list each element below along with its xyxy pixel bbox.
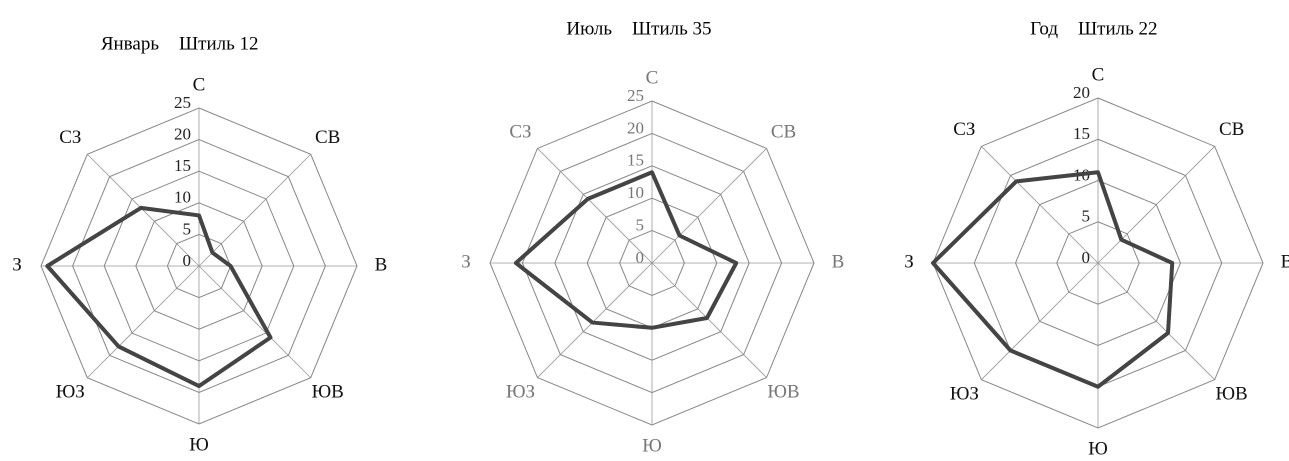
chart-title: Январь: [101, 33, 159, 54]
chart-subtitle: Штиль 35: [632, 18, 712, 39]
direction-label: ЮЗ: [506, 381, 535, 402]
direction-label: ЮЗ: [56, 382, 85, 403]
r-tick-label: 10: [174, 188, 191, 207]
r-tick-label: 0: [183, 251, 192, 270]
r-tick-label: 20: [174, 125, 191, 144]
r-tick-label: 0: [636, 248, 645, 267]
r-tick-label: 5: [1082, 207, 1091, 226]
direction-label: СЗ: [953, 119, 975, 140]
ring-grid: [40, 107, 358, 425]
chart-subtitle: Штиль 22: [1078, 18, 1158, 39]
chart-title: Июль: [566, 18, 612, 39]
direction-label: С: [193, 74, 206, 95]
direction-label: СВ: [771, 121, 796, 142]
r-tick-label: 15: [174, 156, 191, 175]
direction-label: С: [1092, 64, 1105, 85]
r-tick-label: 10: [627, 183, 644, 202]
direction-label: В: [832, 251, 845, 272]
wind-polygon: [45, 205, 273, 389]
direction-label: ЮВ: [312, 382, 344, 403]
ring-grid: [166, 233, 232, 299]
spoke: [651, 148, 767, 264]
direction-label: СЗ: [59, 127, 81, 148]
direction-label: СЗ: [509, 121, 531, 142]
ring-grid: [1014, 179, 1182, 347]
direction-label: З: [904, 251, 914, 272]
direction-label: З: [461, 251, 471, 272]
spoke: [198, 153, 312, 267]
wind-polygon: [513, 170, 739, 330]
spoke: [198, 265, 312, 379]
r-tick-label: 5: [636, 216, 645, 235]
r-tick-label: 25: [174, 93, 191, 112]
direction-label: СВ: [1219, 119, 1244, 140]
direction-label: Ю: [1088, 438, 1108, 459]
direction-label: ЮВ: [767, 381, 799, 402]
ring-grid: [619, 230, 685, 296]
r-tick-label: 5: [183, 219, 192, 238]
chart-title: Год: [1030, 18, 1058, 39]
ring-grid: [489, 100, 815, 426]
spoke: [651, 262, 767, 378]
direction-label: Ю: [642, 435, 662, 456]
wind-polygon: [931, 170, 1175, 389]
r-tick-label: 25: [627, 86, 644, 105]
r-tick-label: 20: [1073, 83, 1090, 102]
r-tick-label: 15: [1073, 124, 1090, 143]
direction-label: СВ: [315, 127, 340, 148]
spoke: [537, 148, 653, 264]
r-tick-label: 20: [627, 118, 644, 137]
direction-label: В: [1281, 251, 1289, 272]
r-tick-label: 0: [1082, 248, 1091, 267]
ring-grid: [521, 132, 783, 394]
direction-label: З: [12, 254, 22, 275]
spoke: [537, 262, 653, 378]
direction-label: В: [375, 254, 388, 275]
r-tick-label: 15: [627, 151, 644, 170]
direction-label: С: [646, 67, 659, 88]
direction-label: ЮЗ: [950, 384, 979, 405]
spoke: [86, 265, 200, 379]
ring-grid: [135, 202, 263, 330]
chart-subtitle: Штиль 12: [179, 33, 259, 54]
direction-label: Ю: [189, 434, 209, 455]
direction-label: ЮВ: [1216, 384, 1248, 405]
ring-grid: [72, 139, 326, 393]
ring-grid: [932, 97, 1264, 429]
ring-grid: [554, 165, 750, 361]
